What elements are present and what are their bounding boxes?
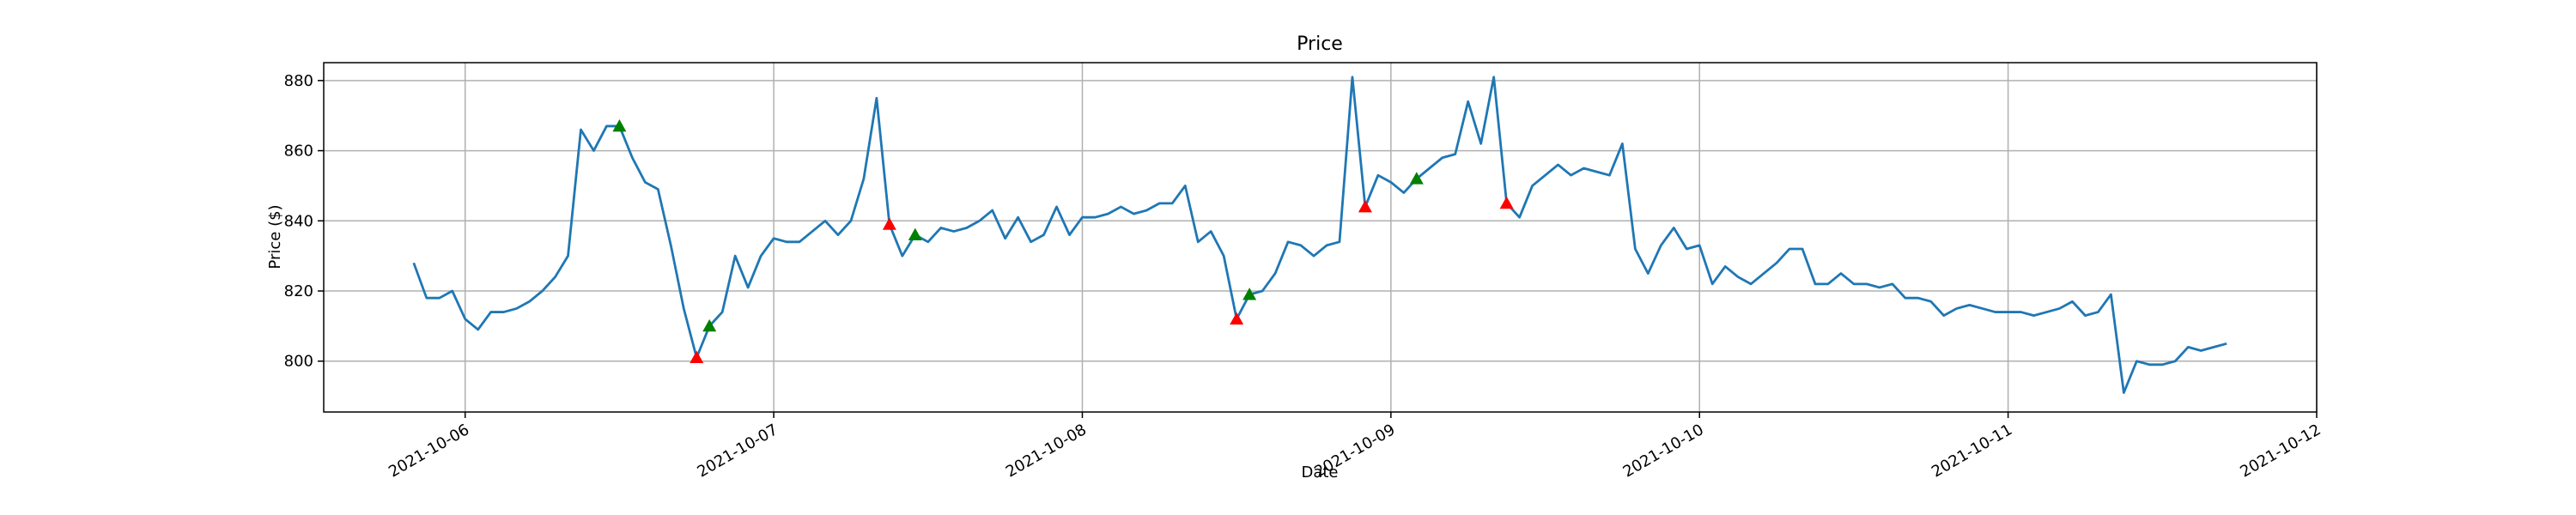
chart-title: Price: [1297, 33, 1343, 55]
y-tick-label: 860: [284, 142, 313, 161]
plot-frame: [323, 62, 2318, 413]
y-tick-label: 800: [284, 353, 313, 371]
y-tick-label: 820: [284, 282, 313, 300]
trade-marker: [908, 227, 922, 241]
trade-marker: [882, 217, 896, 230]
x-tick-label: 2021-10-06: [386, 421, 472, 481]
trade-marker: [612, 118, 627, 132]
x-tick-label: 2021-10-08: [1003, 421, 1090, 481]
x-tick-label: 2021-10-07: [695, 421, 781, 481]
x-tick-label: 2021-10-11: [1929, 421, 2015, 481]
x-axis-label: Date: [1301, 464, 1338, 482]
y-tick-label: 840: [284, 212, 313, 230]
trade-marker: [1409, 172, 1424, 185]
x-tick-label: 2021-10-09: [1311, 421, 1398, 481]
y-tick-label: 880: [284, 72, 313, 90]
trade-marker: [1242, 288, 1257, 300]
trade-marker: [1230, 312, 1244, 325]
price-line: [412, 76, 2227, 394]
y-axis-label: Price ($): [266, 204, 284, 269]
x-tick-label: 2021-10-12: [2237, 421, 2324, 481]
x-tick-label: 2021-10-10: [1620, 421, 1707, 481]
trade-marker: [1499, 196, 1514, 209]
trade-marker: [702, 318, 717, 332]
trade-marker: [690, 350, 704, 364]
trade-marker: [1358, 199, 1372, 213]
